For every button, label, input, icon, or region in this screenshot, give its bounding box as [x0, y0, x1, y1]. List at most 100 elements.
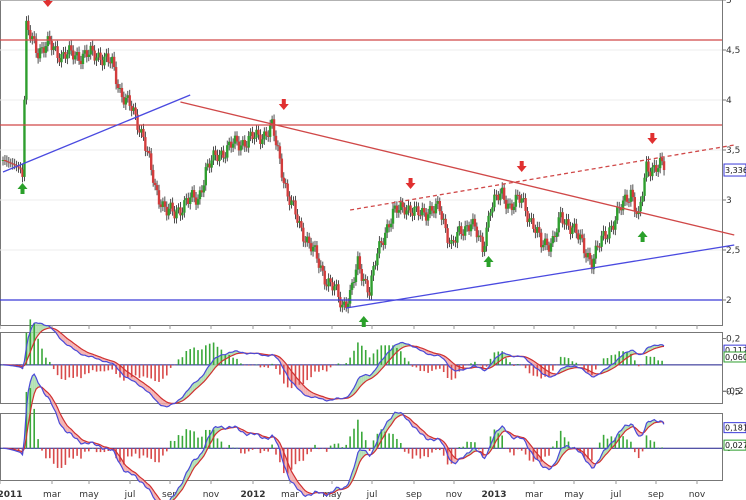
- macd-histogram-bar: [275, 364, 277, 369]
- candle-body: [204, 167, 207, 186]
- buy-arrow-icon: [358, 316, 369, 327]
- x-axis-label: sep: [406, 490, 422, 500]
- oscillator-histogram-bar: [95, 448, 98, 453]
- macd-histogram-bar: [431, 364, 433, 371]
- macd-histogram-bar: [146, 364, 149, 378]
- macd-histogram-bar: [396, 347, 398, 365]
- candle-body: [323, 270, 326, 285]
- macd-histogram-bar: [645, 356, 648, 365]
- candle-body: [130, 105, 133, 111]
- candle-body: [510, 203, 514, 211]
- oscillator-histogram-bar: [150, 448, 152, 459]
- macd-band: [145, 384, 148, 392]
- macd-histogram-bar: [60, 364, 63, 380]
- candle-body: [565, 219, 568, 225]
- candle-body: [118, 87, 122, 89]
- oscillator-histogram-bar: [353, 428, 355, 449]
- candle-body: [265, 131, 268, 136]
- candle-body: [282, 177, 285, 183]
- candle-body: [255, 129, 258, 138]
- sell-arrow-icon: [278, 99, 289, 110]
- candle-body: [639, 201, 642, 212]
- x-axis-label: sep: [162, 490, 178, 500]
- candle-body: [411, 212, 414, 216]
- candle-body: [436, 201, 440, 204]
- macd-histogram-bar: [306, 364, 308, 381]
- candle-body: [555, 232, 558, 237]
- candle-body: [608, 227, 611, 239]
- candle-body: [159, 204, 163, 208]
- candle-body: [21, 169, 24, 177]
- candle-body: [522, 198, 525, 200]
- candle-body: [97, 52, 100, 58]
- sell-arrow-icon: [42, 0, 53, 7]
- candle-body: [348, 289, 352, 304]
- macd-band: [377, 363, 380, 374]
- oscillator-histogram-bar: [563, 437, 566, 449]
- macd-histogram-bar: [88, 364, 90, 374]
- macd-main-line: [2, 322, 665, 408]
- candle-body: [493, 194, 496, 208]
- oscillator-histogram-bar: [279, 448, 281, 463]
- oscillator-histogram-bar: [72, 448, 74, 459]
- candle-body: [54, 46, 57, 48]
- candle-body: [432, 210, 436, 214]
- oscillator-histogram-bar: [458, 447, 461, 449]
- candle-body: [463, 226, 467, 236]
- candle-body: [40, 47, 44, 49]
- macd-histogram-bar: [532, 364, 535, 376]
- oscillator-histogram-bar: [84, 448, 86, 452]
- candle-body: [27, 20, 30, 30]
- macd-band: [303, 385, 306, 396]
- macd-histogram-bar: [244, 364, 246, 366]
- candle-body: [245, 146, 248, 148]
- candle-body: [631, 189, 635, 198]
- candle-body: [614, 220, 617, 230]
- macd-histogram-bar: [68, 364, 71, 378]
- candle-body: [329, 278, 332, 283]
- candle-body: [643, 177, 646, 196]
- candle-body: [417, 206, 420, 216]
- macd-histogram-bar: [76, 364, 78, 377]
- oscillator-histogram-bar: [224, 448, 227, 449]
- candle-body: [446, 228, 449, 243]
- candle-body: [520, 198, 523, 203]
- oscillator-histogram-bar: [212, 429, 215, 449]
- macd-histogram-bar: [637, 364, 640, 367]
- x-axis-label: 2013: [481, 490, 506, 500]
- macd-histogram-bar: [466, 364, 468, 366]
- candle-body: [407, 205, 410, 211]
- candle-body: [610, 225, 613, 228]
- candle-body: [327, 278, 330, 287]
- macd-histogram-bar: [99, 364, 102, 372]
- macd-band: [36, 322, 39, 339]
- macd-histogram-bar: [489, 358, 492, 365]
- oscillator-y-label: 0,5: [726, 387, 740, 397]
- macd-histogram-bar: [376, 349, 379, 365]
- candle-body: [220, 150, 223, 155]
- oscillator-histogram-bar: [489, 436, 492, 449]
- candle-body: [594, 245, 597, 259]
- candle-body: [557, 217, 560, 233]
- macd-histogram-bar: [29, 319, 32, 365]
- macd-histogram-bar: [205, 345, 207, 365]
- oscillator-histogram-bar: [119, 448, 121, 462]
- oscillator-histogram-bar: [201, 436, 203, 449]
- oscillator-histogram-bar: [524, 448, 527, 455]
- candle-body: [612, 225, 615, 230]
- macd-histogram-bar: [536, 364, 539, 377]
- oscillator-histogram-bar: [392, 433, 394, 449]
- x-axis-label: jul: [610, 490, 622, 500]
- sell-arrow-icon: [647, 133, 658, 144]
- candle-body: [17, 166, 20, 168]
- oscillator-histogram-bar: [544, 448, 546, 457]
- x-axis-label: nov: [203, 490, 220, 500]
- candle-body: [91, 45, 94, 51]
- candle-body: [229, 141, 233, 148]
- candle-body: [9, 162, 12, 164]
- macd-histogram-bar: [177, 359, 180, 365]
- candle-body: [401, 202, 404, 208]
- macd-histogram-bar: [166, 364, 168, 376]
- candle-body: [339, 297, 342, 308]
- macd-histogram-bar: [595, 364, 597, 370]
